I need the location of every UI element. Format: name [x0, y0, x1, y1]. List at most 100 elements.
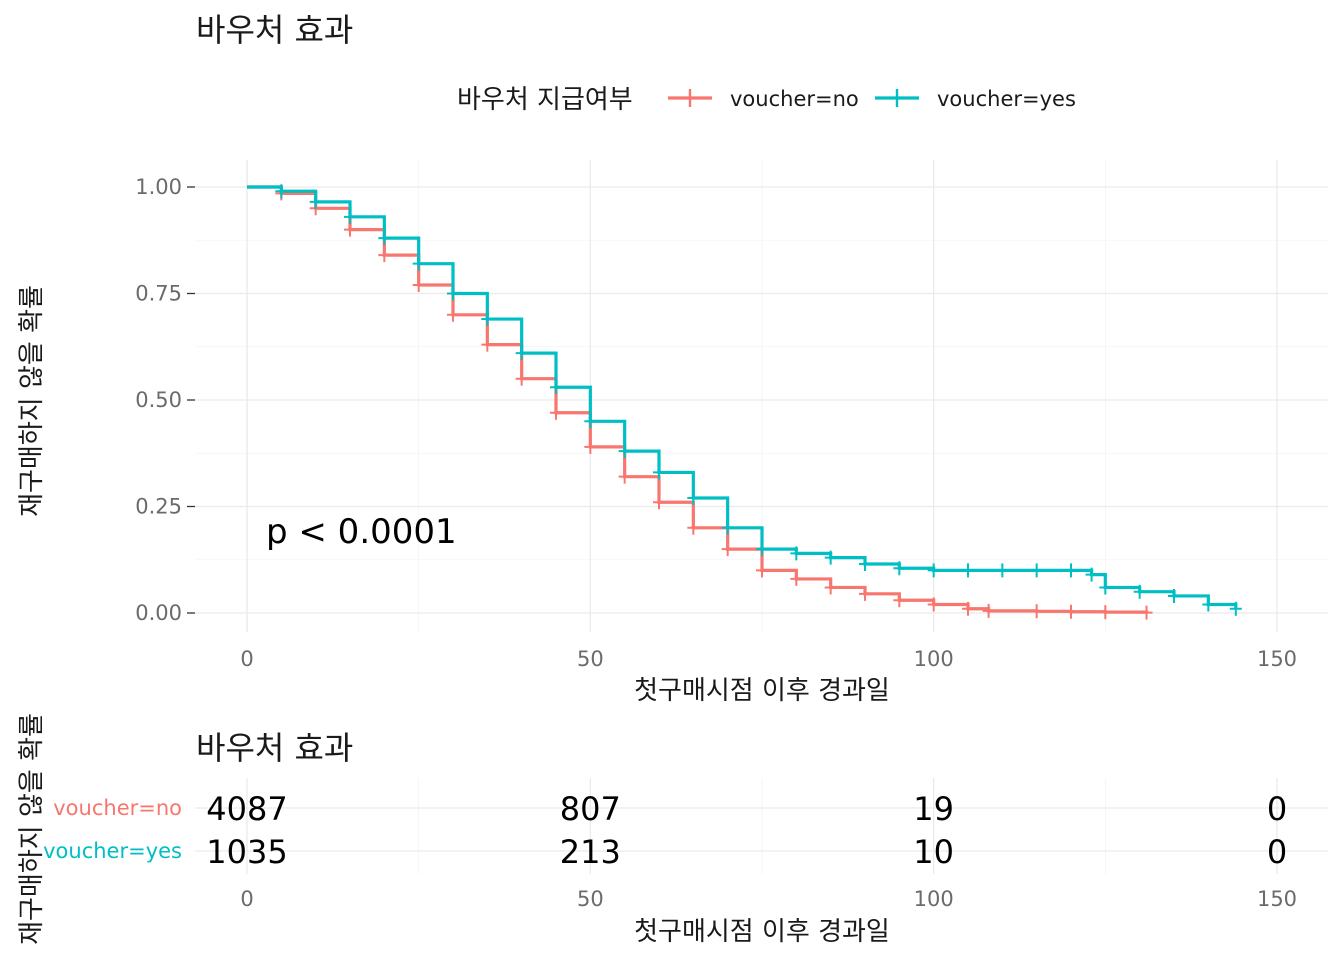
legend: 바우처 지급여부 voucher=no voucher=yes — [457, 85, 1076, 115]
survival-plot-y-axis-title: 재구매하지 않을 확률 — [17, 285, 47, 517]
x-tick-label: 50 — [577, 647, 604, 671]
censor-mark — [481, 337, 494, 352]
censor-mark — [1085, 567, 1098, 582]
risk-count: 19 — [913, 790, 954, 828]
censor-mark — [824, 550, 837, 565]
survival-curves — [247, 184, 1242, 620]
risk-count: 10 — [913, 833, 954, 871]
censor-mark — [721, 542, 734, 557]
censor-mark — [687, 520, 700, 535]
risk-count: 807 — [560, 790, 621, 828]
risk-row-label: voucher=no — [53, 796, 182, 820]
risk-table-x-axis-title: 첫구매시점 이후 경과일 — [634, 917, 890, 947]
censor-mark — [584, 439, 597, 454]
censor-mark — [550, 380, 562, 395]
censor-mark — [653, 465, 665, 480]
censor-mark — [1030, 604, 1043, 619]
legend-entries: voucher=no voucher=yes — [668, 87, 1076, 111]
legend-entry-voucher=no: voucher=no — [668, 87, 859, 111]
censor-mark — [618, 444, 631, 459]
y-tick-label: 0.75 — [135, 282, 182, 306]
legend-entry-voucher=yes: voucher=yes — [875, 87, 1076, 111]
risk-row-voucher=no: voucher=no 4087 807 19 0 — [53, 790, 1287, 828]
censor-mark — [1030, 563, 1043, 578]
censor-mark — [378, 248, 391, 263]
censor-mark — [996, 563, 1009, 578]
censor-mark — [1065, 563, 1077, 578]
risk-table-grid — [195, 778, 1328, 874]
risk-x-tick-label: 150 — [1257, 887, 1297, 911]
risk-table-rows: voucher=no 4087 807 19 0 voucher=yes 1035 213 10… — [43, 790, 1287, 871]
censor-mark — [275, 184, 288, 199]
censor-mark — [515, 346, 528, 361]
censor-mark — [1099, 605, 1112, 620]
censor-mark — [1140, 605, 1153, 620]
risk-count: 4087 — [206, 790, 287, 828]
y-tick-label: 0.50 — [135, 388, 182, 412]
x-tick-label: 100 — [914, 647, 954, 671]
censor-mark — [962, 601, 974, 616]
censor-mark — [309, 194, 322, 209]
censor-mark — [618, 469, 631, 484]
survival-plot-y-axis: 0.00 0.25 0.50 0.75 1.00 — [135, 175, 195, 625]
risk-table-y-axis-title: 재구매하지 않을 확률 — [17, 713, 47, 945]
risk-x-tick-label: 100 — [914, 887, 954, 911]
y-tick-label: 0.25 — [135, 495, 182, 519]
censor-mark — [584, 414, 597, 429]
censor-mark — [790, 571, 803, 586]
y-tick-label: 0.00 — [135, 601, 182, 625]
censor-mark — [481, 312, 494, 327]
censor-mark — [1229, 601, 1242, 616]
censor-mark — [687, 490, 700, 505]
x-tick-label: 150 — [1257, 647, 1297, 671]
censor-mark — [859, 557, 871, 572]
legend-label: voucher=no — [730, 87, 859, 111]
censor-mark — [893, 561, 906, 576]
risk-count: 0 — [1267, 790, 1287, 828]
p-value-annotation: p < 0.0001 — [266, 512, 457, 552]
censor-mark — [378, 231, 391, 246]
censor-mark — [1099, 580, 1112, 595]
censor-mark — [447, 286, 459, 301]
censor-mark — [982, 603, 995, 618]
risk-table-title: 바우처 효과 — [196, 729, 353, 767]
censor-mark — [550, 405, 562, 420]
risk-count: 1035 — [206, 833, 287, 871]
survival-plot-x-axis: 0 50 100 150 — [240, 647, 1297, 671]
censor-mark — [515, 371, 528, 386]
censor-mark — [962, 563, 974, 578]
censor-mark — [927, 597, 940, 612]
risk-row-label: voucher=yes — [43, 839, 182, 863]
censor-mark — [1168, 588, 1180, 603]
censor-mark — [412, 256, 425, 271]
censor-mark — [447, 307, 459, 322]
censor-mark — [344, 222, 356, 237]
legend-title: 바우처 지급여부 — [457, 85, 633, 115]
risk-x-tick-label: 50 — [577, 887, 604, 911]
censor-mark — [344, 209, 356, 224]
censor-mark — [790, 546, 803, 561]
risk-x-tick-label: 0 — [240, 887, 253, 911]
risk-count: 213 — [560, 833, 621, 871]
censor-mark — [859, 586, 871, 601]
legend-label: voucher=yes — [937, 87, 1076, 111]
risk-row-voucher=yes: voucher=yes 1035 213 10 0 — [43, 833, 1287, 871]
censor-mark — [893, 593, 906, 608]
censor-mark — [756, 563, 768, 578]
censor-mark — [412, 277, 425, 292]
censor-mark — [927, 563, 940, 578]
y-tick-label: 1.00 — [135, 175, 182, 199]
censor-mark — [1202, 597, 1215, 612]
censor-mark — [1065, 604, 1077, 619]
x-tick-label: 0 — [240, 647, 253, 671]
censor-mark — [824, 580, 837, 595]
risk-count: 0 — [1267, 833, 1287, 871]
censor-mark — [1133, 584, 1146, 599]
censor-mark — [756, 542, 768, 557]
censor-mark — [721, 520, 734, 535]
censor-mark — [653, 495, 665, 510]
risk-table-x-axis: 0 50 100 150 — [240, 887, 1297, 911]
survival-plot-x-axis-title: 첫구매시점 이후 경과일 — [634, 676, 890, 706]
survival-plot-title: 바우처 효과 — [196, 11, 353, 49]
